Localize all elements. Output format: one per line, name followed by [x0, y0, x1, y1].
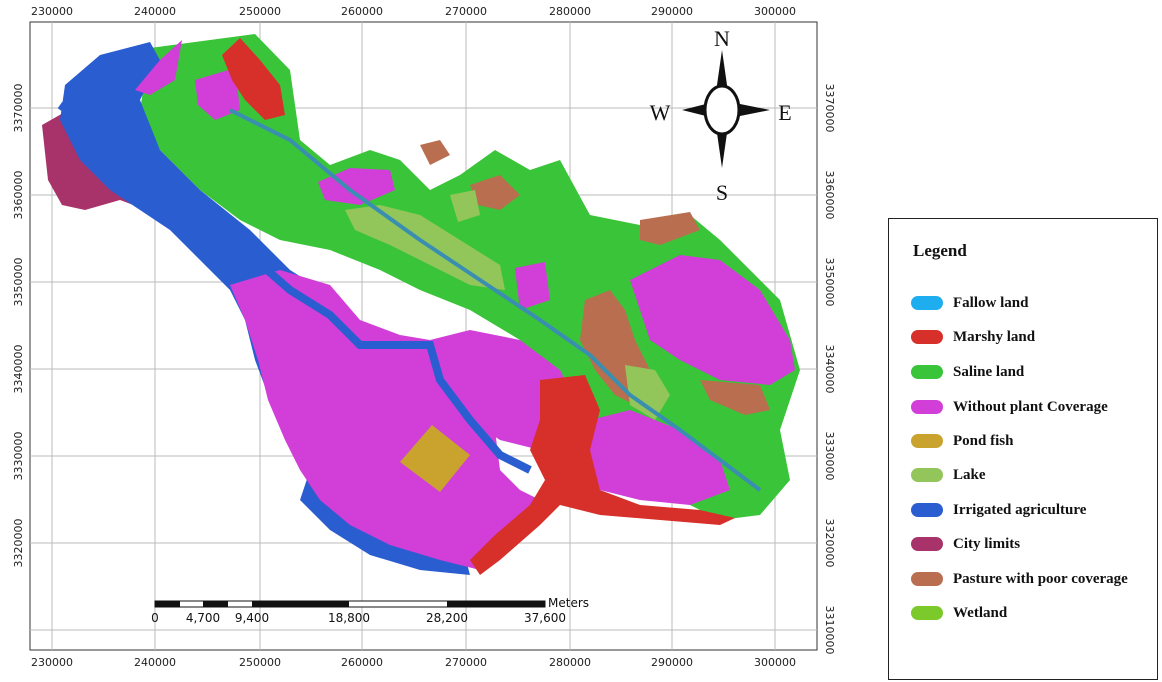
y-tick-right: 3350000	[823, 258, 836, 307]
legend-item-city-limits: City limits	[911, 534, 1020, 554]
legend-label: Pond fish	[953, 432, 1014, 449]
y-tick-left: 3340000	[12, 345, 25, 394]
scale-label: 9,400	[235, 611, 269, 625]
legend-item-pond-fish: Pond fish	[911, 431, 1013, 451]
y-tick-right: 3310000	[823, 606, 836, 655]
legend-item-marshy-land: Marshy land	[911, 327, 1035, 347]
y-tick-right: 3340000	[823, 345, 836, 394]
y-tick-left: 3350000	[12, 258, 25, 307]
pasture-region-ne	[470, 175, 520, 210]
x-tick-top: 240000	[134, 5, 176, 18]
x-tick-bottom: 240000	[134, 656, 176, 669]
legend-item-pasture-poor-coverage: Pasture with poor coverage	[911, 569, 1128, 589]
y-tick-left: 3320000	[12, 519, 25, 568]
without-plant-coverage-north	[135, 40, 182, 95]
legend-box: Legend Fallow land Marshy land Saline la…	[888, 218, 1158, 680]
x-tick-bottom: 270000	[445, 656, 487, 669]
river-main	[57, 101, 532, 474]
x-tick-bottom: 260000	[341, 656, 383, 669]
compass-east: E	[778, 100, 791, 125]
legend-swatch	[911, 400, 943, 414]
legend-swatch	[911, 468, 943, 482]
y-tick-right: 3370000	[823, 84, 836, 133]
pond-fish-region	[400, 425, 470, 492]
legend-label: Saline land	[953, 363, 1025, 380]
legend-swatch	[911, 572, 943, 586]
x-tick-top: 280000	[549, 5, 591, 18]
legend-item-wetland: Wetland	[911, 603, 1007, 623]
legend-item-saline-land: Saline land	[911, 362, 1024, 382]
x-tick-top: 230000	[31, 5, 73, 18]
compass-north: N	[714, 26, 730, 51]
compass-icon: N S W E	[650, 26, 792, 205]
legend-swatch	[911, 606, 943, 620]
x-tick-top: 250000	[239, 5, 281, 18]
legend-label: Wetland	[953, 604, 1008, 621]
scale-label: 4,700	[186, 611, 220, 625]
legend-swatch	[911, 365, 943, 379]
river-branch	[229, 108, 762, 492]
x-tick-bottom: 280000	[549, 656, 591, 669]
y-tick-right: 3330000	[823, 432, 836, 481]
x-tick-bottom: 300000	[754, 656, 796, 669]
legend-swatch	[911, 296, 943, 310]
legend-label: Irrigated agriculture	[953, 501, 1087, 518]
x-tick-top: 300000	[754, 5, 796, 18]
y-ticks-right: 3370000 3360000 3350000 3340000 3330000 …	[823, 84, 836, 655]
scale-unit: Meters	[548, 596, 589, 610]
land-use-map: 230000 240000 250000 260000 270000 28000…	[12, 5, 836, 669]
legend-label: Fallow land	[953, 294, 1029, 311]
map-frame	[29, 21, 818, 651]
scale-label: 0	[151, 611, 159, 625]
legend-swatch	[911, 503, 943, 517]
pasture-region-e	[640, 212, 700, 245]
y-tick-right: 3320000	[823, 519, 836, 568]
pasture-region-north	[420, 140, 450, 165]
legend-label: City limits	[953, 535, 1021, 552]
lake-region-east	[625, 365, 670, 420]
pasture-region-se	[700, 380, 770, 415]
without-plant-coverage-southeast	[585, 410, 730, 505]
legend-label: Without plant Coverage	[953, 398, 1108, 415]
without-plant-coverage-north2	[195, 68, 240, 120]
marshy-land-north	[222, 38, 285, 120]
land-cover	[42, 34, 800, 575]
legend-item-lake: Lake	[911, 465, 986, 485]
legend-title: Legend	[913, 241, 967, 260]
legend-item-fallow-land: Fallow land	[911, 293, 1028, 313]
y-tick-right: 3360000	[823, 171, 836, 220]
y-tick-left: 3370000	[12, 84, 25, 133]
y-ticks-left: 3370000 3360000 3350000 3340000 3330000 …	[12, 84, 25, 568]
scale-label: 18,800	[328, 611, 370, 625]
legend-item-irrigated-agriculture: Irrigated agriculture	[911, 500, 1086, 520]
without-plant-coverage-east	[630, 255, 795, 385]
scale-label: 28,200	[426, 611, 468, 625]
legend-label: Pasture with poor coverage	[953, 570, 1128, 587]
marshy-land-south	[470, 375, 735, 575]
legend-label: Marshy land	[953, 328, 1036, 345]
x-tick-top: 270000	[445, 5, 487, 18]
x-tick-bottom: 290000	[651, 656, 693, 669]
compass-west: W	[650, 100, 671, 125]
legend-item-without-plant-coverage: Without plant Coverage	[911, 397, 1108, 417]
y-tick-left: 3330000	[12, 432, 25, 481]
scale-bar: Meters 0 4,700 9,400 18,800 28,200 37,60…	[151, 596, 589, 625]
x-ticks-top: 230000 240000 250000 260000 270000 28000…	[31, 5, 796, 18]
without-plant-coverage-region	[230, 270, 540, 570]
legend-swatch	[911, 434, 943, 448]
lake-region-north	[450, 190, 480, 222]
x-tick-bottom: 230000	[31, 656, 73, 669]
y-tick-left: 3360000	[12, 171, 25, 220]
legend-swatch	[911, 330, 943, 344]
x-tick-top: 290000	[651, 5, 693, 18]
legend-label: Lake	[953, 466, 986, 483]
without-plant-coverage-mid2	[515, 262, 550, 310]
x-ticks-bottom: 230000 240000 250000 260000 270000 28000…	[31, 656, 796, 669]
scale-label: 37,600	[524, 611, 566, 625]
legend-swatch	[911, 537, 943, 551]
x-tick-top: 260000	[341, 5, 383, 18]
compass-south: S	[716, 180, 728, 205]
x-tick-bottom: 250000	[239, 656, 281, 669]
